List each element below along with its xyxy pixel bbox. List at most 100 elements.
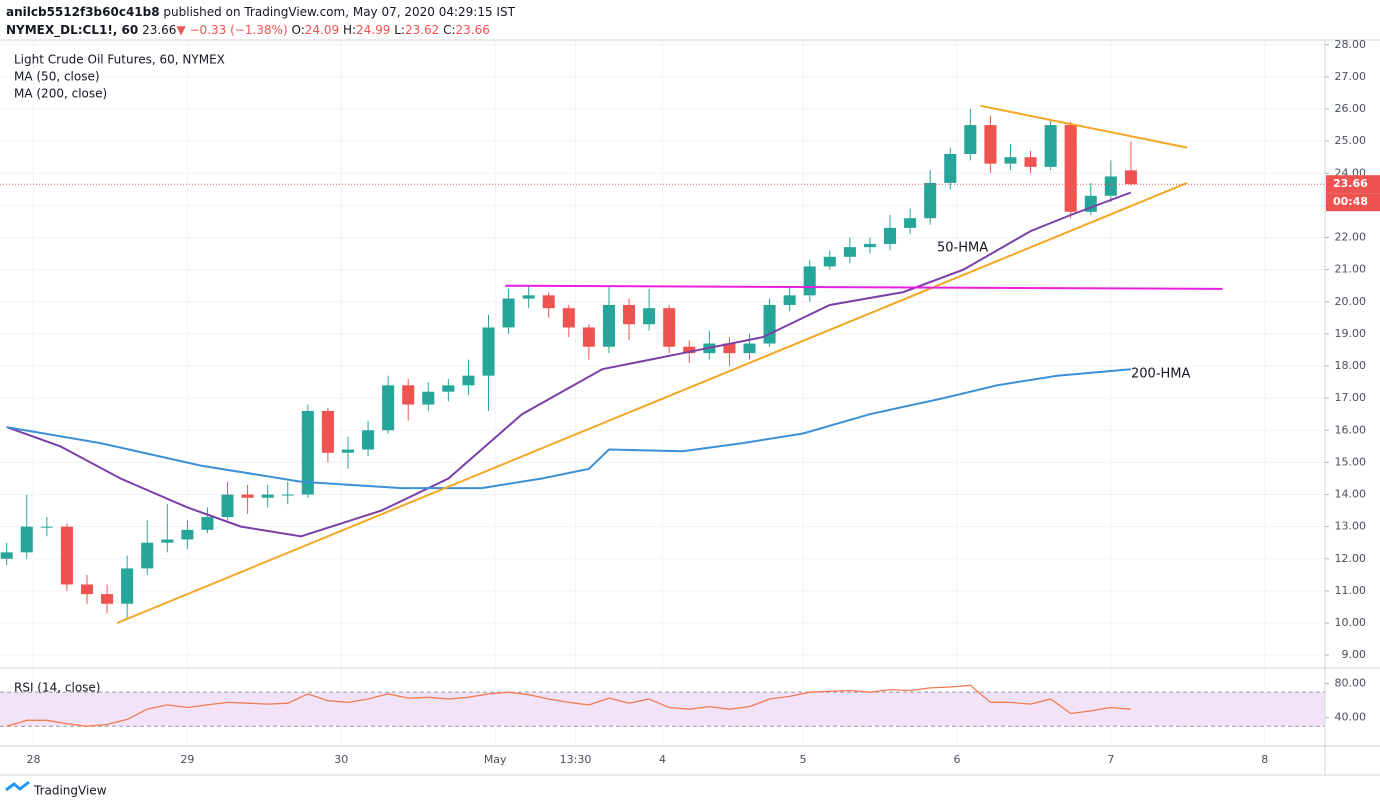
candle-body [623, 304, 636, 325]
y-tick-label: 11.00 [1335, 584, 1367, 597]
x-tick-label: 29 [180, 753, 194, 766]
h-label: H: [343, 23, 356, 37]
candle-body [382, 385, 395, 431]
candle-body [121, 568, 134, 604]
change: −0.33 (−1.38%) [190, 23, 288, 37]
y-tick-label: 12.00 [1335, 552, 1367, 565]
brand[interactable]: TradingView [33, 784, 107, 798]
candle-body [1024, 157, 1037, 167]
y-tick-label: 80.00 [1335, 677, 1367, 690]
indicator-legend[interactable]: MA (50, close) [14, 70, 100, 84]
brand-logo [5, 780, 30, 792]
y-tick-label: 14.00 [1335, 488, 1367, 501]
y-tick-label: 25.00 [1335, 134, 1367, 147]
candle-body [843, 247, 856, 257]
candle-body [422, 391, 435, 405]
candle-body [783, 295, 796, 305]
x-tick-label: 28 [26, 753, 40, 766]
y-tick-label: 15.00 [1335, 455, 1367, 468]
candle-body [241, 494, 254, 498]
candle-body [683, 346, 696, 354]
candle-body [40, 526, 53, 528]
symbol[interactable]: NYMEX_DL:CL1!, 60 [6, 23, 138, 38]
candle-body [0, 552, 13, 559]
candle-body [1064, 125, 1077, 212]
candle-body [281, 494, 294, 496]
last-price-box [1326, 175, 1380, 194]
countdown-box [1326, 193, 1380, 212]
l-value: 23.62 [405, 23, 439, 37]
candle-body [60, 526, 73, 585]
candle-body [904, 218, 917, 228]
candle-body [141, 542, 154, 569]
o-label: O: [291, 23, 304, 37]
candle-body [261, 494, 274, 498]
h-value: 24.99 [356, 23, 390, 37]
x-tick-label: 7 [1107, 753, 1114, 766]
candle-body [101, 594, 114, 604]
candle-body [1124, 170, 1137, 185]
candle-body [562, 308, 575, 328]
candle-body [341, 449, 355, 453]
candle-body [582, 327, 595, 347]
x-tick-label: 8 [1261, 753, 1268, 766]
candle-body [863, 243, 876, 248]
candle-body [823, 256, 836, 267]
candle-body [20, 526, 33, 553]
rsi-line [6, 684, 1131, 727]
y-tick-label: 21.00 [1335, 263, 1367, 276]
x-tick-label: 4 [659, 753, 666, 766]
candle-body [743, 343, 756, 354]
plot [0, 104, 1325, 727]
candle-body [984, 125, 997, 164]
candle-body [542, 295, 555, 309]
candle-body [944, 153, 957, 183]
candle-body [80, 584, 94, 595]
last-price-label: 23.66 [1333, 177, 1368, 190]
indicator-label: 200-HMA [1131, 367, 1190, 382]
candle-body [643, 308, 656, 325]
x-tick-label: 13:30 [560, 753, 592, 766]
y-tick-label: 16.00 [1335, 423, 1367, 436]
candle-body [221, 494, 234, 518]
candle-body [181, 529, 194, 540]
trend-line [980, 104, 1188, 149]
candle-body [602, 304, 615, 347]
trend-line [505, 284, 1223, 290]
candle-body [362, 430, 375, 450]
candle-body [482, 327, 495, 376]
candle-body [301, 410, 314, 495]
y-tick-label: 17.00 [1335, 391, 1367, 404]
candle-body [964, 125, 977, 154]
l-label: L: [394, 23, 405, 37]
candle-body [663, 308, 676, 347]
publish-line: anilcb5512f3b60c41b8 published on Tradin… [6, 5, 516, 19]
candle-body [442, 385, 455, 392]
y-tick-label: 26.00 [1335, 102, 1367, 115]
indicator-label: 50-HMA [937, 241, 988, 256]
y-tick-label: 10.00 [1335, 616, 1367, 629]
x-tick-label: 6 [953, 753, 960, 766]
candle-body [803, 266, 816, 296]
y-tick-label: 22.00 [1335, 231, 1367, 244]
trend-line [116, 181, 1188, 624]
y-tick-label: 13.00 [1335, 520, 1367, 533]
candle-body [502, 298, 515, 328]
countdown-label: 00:48 [1333, 195, 1368, 208]
candle-body [884, 227, 897, 244]
rsi-title[interactable]: RSI (14, close) [14, 681, 100, 695]
y-tick-label: 9.00 [1342, 648, 1367, 661]
x-tick-label: May [484, 753, 507, 766]
x-tick-label: 5 [800, 753, 807, 766]
series-title[interactable]: Light Crude Oil Futures, 60, NYMEX [14, 53, 225, 67]
x-tick-label: 30 [334, 753, 348, 766]
publisher[interactable]: anilcb5512f3b60c41b8 [6, 5, 160, 19]
indicator-legend[interactable]: MA (200, close) [14, 87, 107, 101]
published: published on TradingView.com, May 07, 20… [163, 5, 515, 19]
candle-body [321, 410, 334, 453]
y-tick-label: 19.00 [1335, 327, 1367, 340]
candle-body [201, 517, 214, 530]
symbol-line: NYMEX_DL:CL1!, 60 23.66▼ −0.33 (−1.38%) … [6, 23, 490, 38]
